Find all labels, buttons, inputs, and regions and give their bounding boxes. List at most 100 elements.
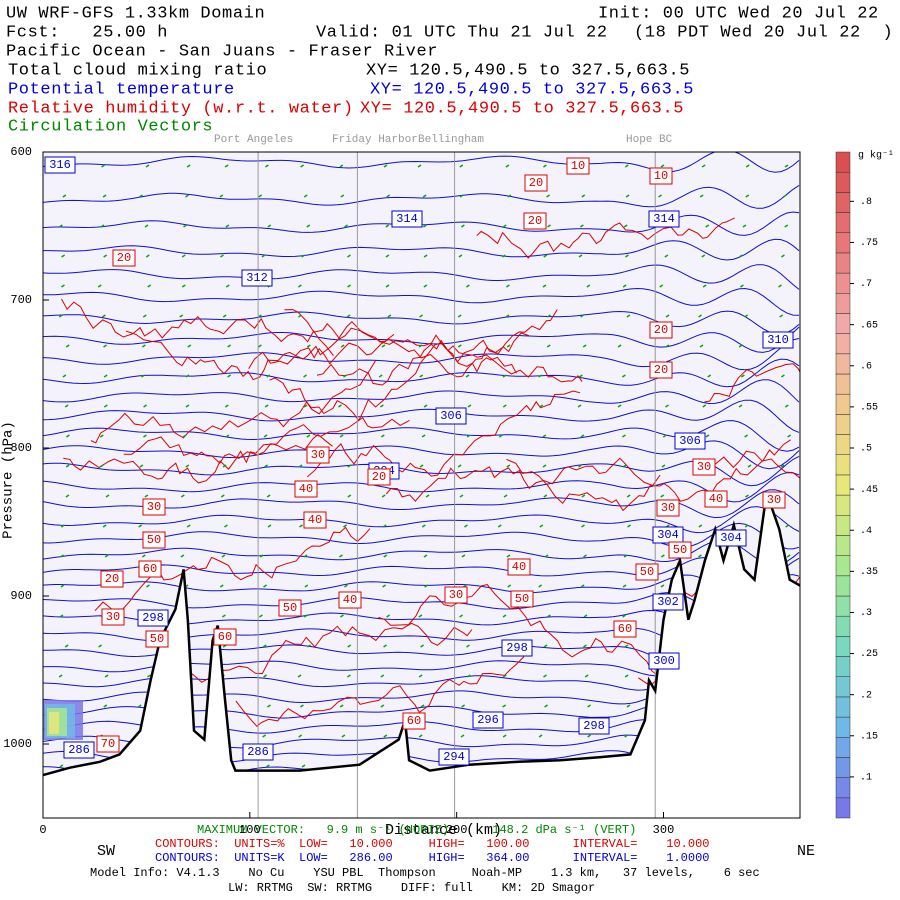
rh-labels: 40	[299, 482, 313, 496]
y-tick-label: 800	[10, 441, 32, 455]
vector	[186, 164, 191, 168]
vector	[785, 524, 790, 528]
vector	[143, 404, 147, 408]
vector	[297, 674, 302, 678]
vector	[385, 254, 390, 258]
colorbar-tick-label: .2	[860, 690, 872, 701]
vector	[744, 434, 749, 438]
vector	[738, 404, 743, 408]
colorbar-band	[835, 333, 851, 355]
colorbar-band	[835, 535, 851, 556]
rh-contour	[123, 416, 410, 464]
theta-labels-box	[242, 743, 274, 761]
rh-labels-box	[444, 586, 468, 604]
vector	[338, 554, 343, 558]
vector	[147, 284, 152, 288]
vector	[303, 614, 308, 618]
vector	[622, 434, 626, 438]
vector	[100, 795, 103, 797]
model-title: UW WRF-GFS 1.33km Domain	[6, 4, 265, 23]
vector	[137, 704, 142, 708]
rh-labels-box	[507, 558, 531, 576]
vector	[785, 584, 790, 588]
vector	[178, 704, 183, 708]
rh-labels: 50	[283, 601, 297, 615]
x-tick-label: 0	[39, 823, 46, 837]
vector	[103, 374, 108, 378]
rh-labels-box	[96, 735, 120, 753]
vector	[147, 674, 151, 678]
rh-labels-box	[303, 511, 327, 529]
vector	[224, 164, 229, 168]
rh-contour	[94, 526, 371, 619]
vector	[505, 314, 510, 318]
rh-labels-box	[656, 499, 680, 517]
vector	[385, 795, 388, 797]
vector	[539, 404, 544, 408]
vector	[702, 284, 707, 288]
vector	[145, 254, 150, 258]
vector	[701, 795, 704, 797]
rh-labels-box	[101, 608, 125, 626]
vector	[621, 374, 626, 378]
vector	[502, 224, 507, 228]
theta-labels: 316	[49, 158, 71, 172]
vector	[699, 344, 704, 348]
vector	[583, 554, 587, 558]
vector	[141, 795, 144, 797]
vector	[105, 494, 110, 498]
colorbar-band	[835, 656, 851, 677]
vector	[547, 764, 551, 768]
vector	[546, 344, 551, 348]
rh-labels-box	[142, 531, 166, 549]
vector	[698, 554, 702, 558]
colorbar-tick-label: .65	[860, 320, 878, 331]
rh-labels: 40	[308, 513, 322, 527]
rh-labels-box	[668, 541, 692, 559]
colorbar-band	[835, 192, 851, 213]
vector	[62, 374, 67, 378]
rh-contour	[704, 311, 800, 403]
vector	[347, 284, 351, 288]
vector	[465, 374, 470, 378]
vector	[383, 734, 388, 738]
colorbar-band	[835, 797, 851, 819]
vector	[183, 224, 187, 228]
vector	[225, 434, 230, 438]
rh-labels: 40	[512, 560, 526, 574]
vector	[185, 404, 190, 408]
vector	[662, 434, 667, 438]
colorbar-tick-label: .15	[860, 731, 878, 742]
vector	[542, 464, 547, 468]
vector	[183, 764, 188, 768]
vector	[99, 434, 104, 438]
vector	[498, 434, 503, 438]
rh-contour	[63, 433, 333, 484]
vector	[781, 254, 785, 258]
vector	[339, 434, 344, 438]
vector	[660, 584, 665, 588]
vector	[742, 584, 747, 588]
field-extent: XY= 120.5,490.5 to 327.5,663.5	[360, 99, 684, 118]
vector	[579, 224, 584, 228]
vector	[339, 164, 344, 168]
vector	[340, 194, 345, 198]
rh-labels: 50	[673, 543, 687, 557]
vector	[298, 464, 303, 468]
colorbar-tick-label: .75	[860, 238, 878, 249]
plot-frame	[42, 151, 801, 819]
rh-labels: 60	[618, 622, 632, 636]
vector	[543, 494, 548, 498]
vector	[747, 704, 752, 708]
colorbar-band	[835, 434, 851, 455]
vector	[66, 795, 69, 797]
colorbar-band	[835, 676, 851, 698]
vector	[265, 164, 269, 168]
vector	[144, 734, 149, 738]
rh-contour	[248, 332, 530, 378]
vector	[60, 554, 64, 558]
vector	[665, 404, 669, 408]
vector	[344, 584, 348, 588]
vector	[660, 494, 665, 498]
